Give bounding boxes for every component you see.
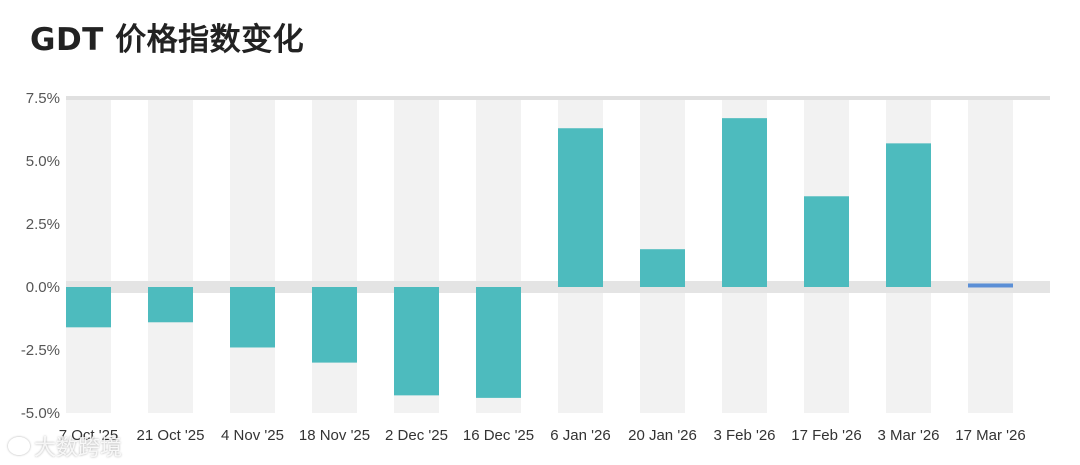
page-title: GDT 价格指数变化 xyxy=(30,22,305,58)
x-tick-label: 7 Oct '25 xyxy=(59,427,119,444)
y-tick-label: -2.5% xyxy=(21,342,60,359)
column-band xyxy=(230,98,275,413)
x-tick-label: 2 Dec '25 xyxy=(385,427,448,444)
column-band xyxy=(66,98,111,413)
watermark-text: 大数跨境 xyxy=(34,436,123,461)
x-axis-ticks: 7 Oct '25 21 Oct '25 4 Nov '25 18 Nov '25 2 … xyxy=(59,427,1026,444)
y-tick-label: 0.0% xyxy=(26,279,60,296)
x-tick-label: 17 Feb '26 xyxy=(791,427,861,444)
y-tick-label: 5.0% xyxy=(26,153,60,170)
bar xyxy=(640,249,685,287)
bar xyxy=(394,287,439,396)
weibo-icon xyxy=(8,437,30,455)
x-tick-label: 16 Dec '25 xyxy=(463,427,534,444)
column-band xyxy=(968,98,1013,413)
watermark: 大数跨境 xyxy=(8,430,122,462)
x-tick-label: 3 Feb '26 xyxy=(713,427,775,444)
x-tick-label: 18 Nov '25 xyxy=(299,427,370,444)
bar xyxy=(312,287,357,363)
x-tick-label: 17 Mar '26 xyxy=(955,427,1025,444)
x-tick-label: 3 Mar '26 xyxy=(877,427,939,444)
bar xyxy=(886,143,931,287)
bars xyxy=(66,118,1013,398)
bar xyxy=(148,287,193,323)
bar xyxy=(722,118,767,287)
column-band xyxy=(148,98,193,413)
x-tick-label: 21 Oct '25 xyxy=(137,427,205,444)
top-gridline xyxy=(66,96,1050,100)
bar xyxy=(230,287,275,348)
x-tick-label: 6 Jan '26 xyxy=(550,427,610,444)
bar xyxy=(804,196,849,287)
column-band xyxy=(312,98,357,413)
y-axis-ticks: 7.5% 5.0% 2.5% 0.0% -2.5% -5.0% xyxy=(21,90,60,422)
y-tick-label: 7.5% xyxy=(26,90,60,107)
bar xyxy=(558,128,603,287)
y-tick-label: 2.5% xyxy=(26,216,60,233)
x-tick-label: 4 Nov '25 xyxy=(221,427,284,444)
x-tick-label: 20 Jan '26 xyxy=(628,427,697,444)
bar xyxy=(476,287,521,398)
bar xyxy=(968,283,1013,288)
y-tick-label: -5.0% xyxy=(21,405,60,422)
bar xyxy=(66,287,111,328)
column-bands xyxy=(66,98,1013,413)
